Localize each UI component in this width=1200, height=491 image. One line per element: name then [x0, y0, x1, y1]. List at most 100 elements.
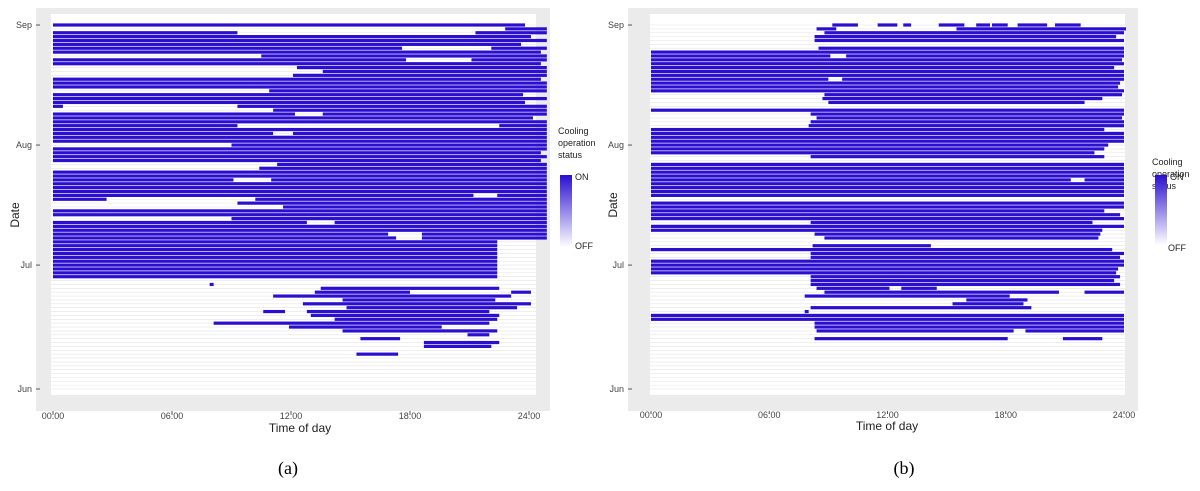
- on-segment: [53, 100, 526, 105]
- on-segment: [53, 50, 541, 54]
- on-segment: [824, 93, 1123, 97]
- on-segment: [651, 182, 1124, 186]
- on-segment: [505, 27, 547, 31]
- on-segment: [824, 236, 1099, 240]
- on-segment: [53, 267, 498, 271]
- on-segment: [651, 209, 1105, 213]
- legend-b: Cooling operation status ON OFF: [1152, 157, 1190, 253]
- on-segment: [824, 290, 1059, 294]
- legend-colorbar-a: [560, 175, 572, 247]
- x-tick-label: 06:00: [161, 411, 184, 421]
- on-segment: [651, 73, 1124, 77]
- on-segment: [53, 131, 274, 136]
- on-segment: [903, 23, 912, 27]
- on-segment: [53, 31, 238, 35]
- on-segment: [651, 259, 1124, 263]
- on-segment: [283, 205, 547, 209]
- on-segment: [271, 178, 547, 182]
- on-segment: [261, 54, 547, 58]
- on-segment: [651, 186, 1124, 190]
- on-segment: [832, 23, 858, 27]
- x-tick-label: 18:00: [399, 411, 422, 421]
- on-segment: [651, 201, 1124, 205]
- x-tick-label: 12:00: [876, 410, 899, 420]
- x-tick-label: 12:00: [280, 411, 303, 421]
- y-axis-ticks-a: Jun Jul Aug Sep: [16, 20, 40, 394]
- on-segment: [966, 298, 1028, 302]
- on-segment: [651, 151, 1095, 155]
- on-segment: [651, 77, 829, 81]
- on-segment: [263, 309, 286, 314]
- on-segment: [346, 306, 518, 310]
- on-segment: [53, 224, 547, 228]
- on-segment: [651, 108, 1124, 112]
- on-segment: [651, 131, 1124, 136]
- y-tick-label: Aug: [608, 140, 624, 150]
- on-segment: [651, 135, 1124, 139]
- on-segment: [651, 317, 1124, 321]
- y-tick-label: Sep: [608, 20, 624, 30]
- on-segment: [814, 321, 1124, 325]
- on-segment: [810, 120, 1124, 124]
- on-segment: [53, 85, 547, 89]
- x-axis-label-a: Time of day: [269, 421, 331, 435]
- x-tick-label: 00:00: [42, 411, 65, 421]
- on-segment: [53, 259, 498, 263]
- on-segment: [213, 321, 490, 325]
- on-segment: [53, 271, 498, 275]
- on-segment: [651, 162, 1124, 167]
- on-segment: [810, 112, 1124, 116]
- on-segment: [810, 278, 1115, 283]
- on-segment: [53, 35, 531, 39]
- on-segment: [1084, 178, 1124, 182]
- on-segment: [816, 116, 1123, 120]
- on-segment: [814, 337, 1008, 341]
- on-segment: [53, 236, 397, 240]
- legend-on-label-b: ON: [1170, 172, 1184, 182]
- on-segment: [53, 147, 547, 151]
- on-segment: [814, 325, 1124, 329]
- on-segment: [816, 329, 1014, 333]
- on-segment: [842, 77, 1124, 81]
- on-segment: [292, 73, 547, 77]
- x-axis-ticks-a: 00:00 06:00 12:00 18:00 24:00: [42, 411, 540, 421]
- on-segment: [302, 302, 531, 306]
- on-segment: [53, 151, 541, 155]
- legend-off-label-a: OFF: [575, 241, 593, 251]
- on-segment: [53, 209, 547, 213]
- on-segment: [209, 282, 214, 287]
- on-segment: [1055, 23, 1081, 27]
- on-segment: [1017, 23, 1048, 27]
- legend-colorbar-b: [1155, 175, 1167, 245]
- on-segment: [314, 290, 410, 294]
- legend-title-line3-a: status: [558, 150, 583, 160]
- on-segment: [53, 228, 547, 232]
- on-segment: [651, 89, 1124, 93]
- on-segment: [991, 23, 1008, 27]
- on-segment: [901, 286, 937, 290]
- on-segment: [810, 155, 1105, 159]
- x-tick-label: 06:00: [758, 410, 781, 420]
- on-segment: [818, 46, 1124, 50]
- on-segment: [651, 228, 1103, 232]
- on-segment: [237, 104, 547, 108]
- on-segment: [360, 337, 401, 341]
- on-segment: [310, 313, 500, 318]
- on-segment: [1025, 329, 1124, 333]
- on-segment: [53, 77, 541, 81]
- on-segment: [651, 69, 1124, 74]
- on-segment: [53, 170, 547, 174]
- on-segment: [651, 193, 1124, 197]
- on-segment: [53, 189, 547, 194]
- on-segment: [342, 298, 496, 302]
- on-segment: [423, 340, 500, 345]
- y-axis-label-a: Date: [8, 202, 22, 228]
- on-segment: [651, 213, 1121, 217]
- on-segment: [421, 232, 547, 236]
- on-segment: [812, 244, 931, 248]
- on-segment: [651, 205, 1124, 209]
- on-segment: [53, 124, 238, 128]
- on-segment: [816, 286, 890, 290]
- x-axis-label-b: Time of day: [856, 419, 918, 433]
